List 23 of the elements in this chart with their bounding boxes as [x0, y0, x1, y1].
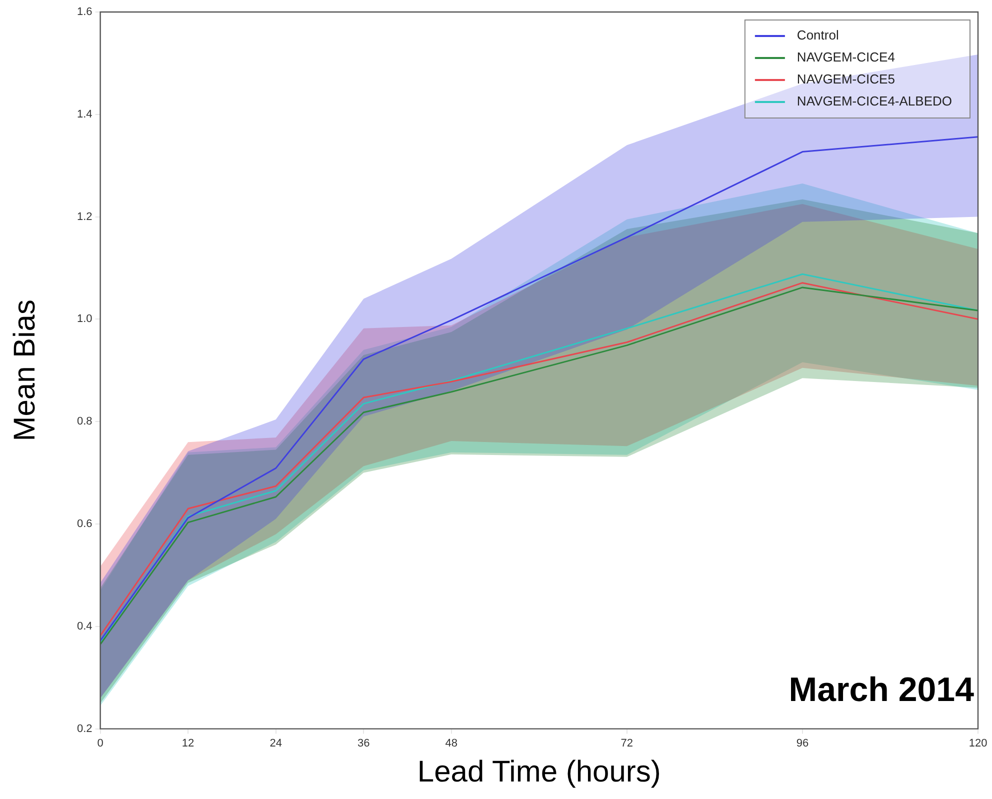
- y-axis-title: Mean Bias: [8, 300, 42, 442]
- y-tick-label: 1.6: [76, 6, 92, 18]
- y-tick-label: 1.2: [76, 210, 92, 223]
- legend-label: NAVGEM-CICE4-ALBEDO: [796, 94, 952, 109]
- x-tick-label: 48: [445, 737, 458, 750]
- y-tick-label: 0.2: [76, 722, 92, 735]
- x-tick-label: 36: [357, 737, 370, 750]
- y-tick-label: 0.4: [76, 620, 92, 632]
- y-tick-label: 0.6: [76, 518, 92, 530]
- x-tick-label: 12: [182, 737, 194, 750]
- y-tick-label: 1.4: [76, 108, 92, 120]
- y-tick-label: 1.0: [76, 313, 92, 326]
- x-tick-label: 0: [97, 737, 104, 750]
- legend-label: NAVGEM-CICE5: [796, 72, 895, 87]
- x-tick-label: 96: [796, 737, 809, 750]
- x-tick-label: 120: [968, 737, 988, 750]
- legend-label: NAVGEM-CICE4: [796, 50, 895, 65]
- annotation: March 2014: [788, 671, 974, 710]
- x-axis-title: Lead Time (hours): [417, 755, 661, 788]
- y-tick-label: 0.8: [76, 416, 92, 428]
- x-tick-label: 72: [620, 737, 634, 750]
- x-tick-label: 24: [270, 737, 282, 750]
- legend-label: Control: [796, 28, 839, 43]
